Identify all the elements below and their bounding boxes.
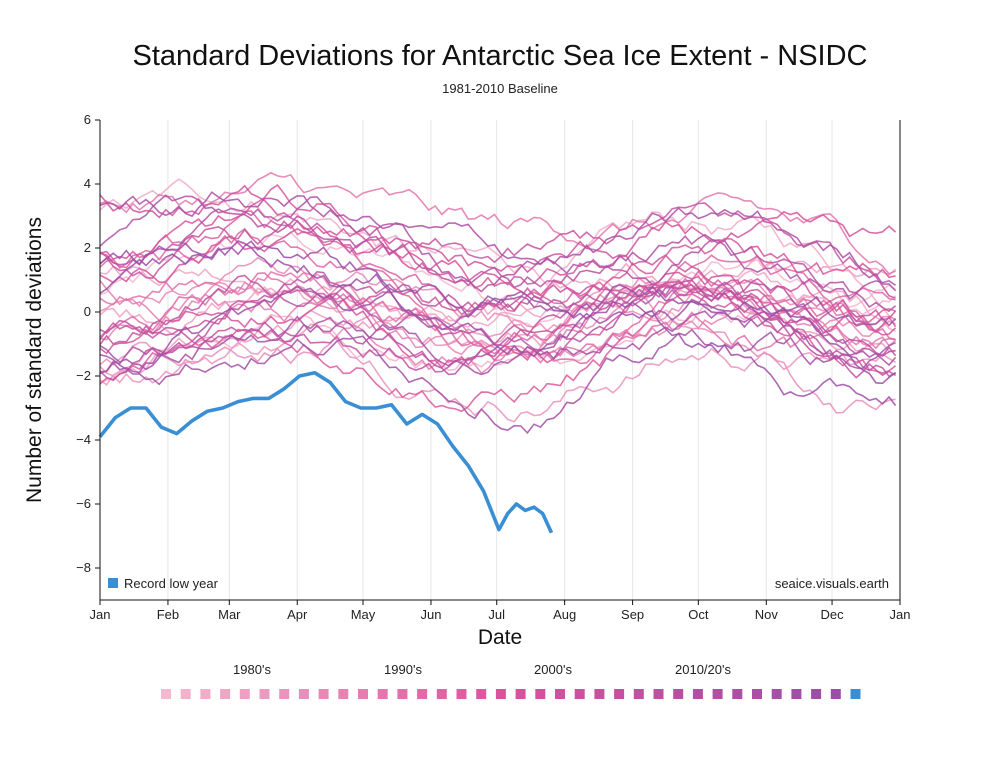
- year-series-line: [99, 239, 897, 406]
- year-series-line: [99, 191, 897, 292]
- year-series-line: [99, 271, 897, 369]
- tick-labels: 6 4 2 0 −2 −4 −6 −8 Jan Feb Mar Apr May Jun Jul Aug Sep O…: [76, 112, 910, 622]
- year-swatch: [574, 689, 585, 699]
- year-swatch: [673, 689, 684, 699]
- year-swatch: [495, 689, 506, 699]
- year-swatch: [358, 689, 368, 699]
- year-swatch: [279, 689, 290, 699]
- year-series-line: [99, 285, 897, 371]
- year-swatch: [850, 689, 861, 699]
- decade-label-2010s: 2010/20's: [675, 662, 731, 677]
- watermark-text: seaice.visuals.earth: [775, 576, 889, 591]
- year-series-line: [99, 210, 896, 326]
- year-series-line: [99, 184, 897, 336]
- year-swatch: [161, 689, 171, 699]
- year-swatch: [338, 689, 349, 699]
- year-series-line: [99, 310, 897, 376]
- year-color-legend: [161, 689, 861, 699]
- year-swatch: [436, 689, 447, 699]
- year-swatch: [692, 689, 703, 699]
- year-swatch: [535, 689, 546, 699]
- year-series-line: [99, 280, 897, 340]
- year-swatch: [712, 689, 723, 699]
- y-axis-label: Number of standard deviations: [23, 217, 46, 503]
- y-tick-label: 2: [84, 240, 91, 255]
- y-tick-label: 6: [84, 112, 91, 127]
- year-series-line: [99, 274, 896, 378]
- y-tick-label: 4: [84, 176, 91, 191]
- yearly-series-lines: [99, 171, 897, 435]
- year-swatch: [200, 689, 211, 699]
- decade-label-1980s: 1980's: [233, 662, 271, 677]
- year-swatch: [318, 689, 329, 699]
- year-swatch: [397, 689, 408, 699]
- chart-subtitle: 1981-2010 Baseline: [442, 81, 558, 96]
- decade-label-1990s: 1990's: [384, 662, 422, 677]
- year-swatch: [594, 689, 605, 699]
- year-series-line: [99, 272, 896, 365]
- x-tick-label: Jan: [890, 607, 911, 622]
- year-series-line: [99, 202, 896, 299]
- year-swatch: [377, 689, 388, 699]
- year-series-line: [99, 178, 897, 321]
- year-swatch: [476, 689, 487, 699]
- x-tick-label: Dec: [820, 607, 844, 622]
- year-series-line: [99, 240, 897, 385]
- record-low-legend-label: Record low year: [124, 576, 219, 591]
- year-swatch: [811, 689, 822, 699]
- year-swatch: [417, 689, 428, 699]
- record-low-legend-swatch: [108, 578, 118, 588]
- decade-labels: 1980's 1990's 2000's 2010/20's: [233, 662, 731, 677]
- y-tick-label: −4: [76, 432, 91, 447]
- x-tick-label: Feb: [157, 607, 179, 622]
- y-tick-label: −2: [76, 368, 91, 383]
- x-axis-label: Date: [478, 626, 522, 649]
- chart-title: Standard Deviations for Antarctic Sea Ic…: [132, 40, 868, 72]
- y-tick-label: −6: [76, 496, 91, 511]
- year-swatch: [732, 689, 743, 699]
- year-swatch: [830, 689, 841, 699]
- year-series-line: [99, 288, 896, 414]
- year-swatch: [633, 689, 644, 699]
- x-tick-label: Oct: [688, 607, 709, 622]
- x-tick-label: May: [351, 607, 376, 622]
- year-swatch: [298, 689, 309, 699]
- decade-label-2000s: 2000's: [534, 662, 572, 677]
- x-tick-label: Mar: [218, 607, 241, 622]
- year-swatch: [220, 689, 231, 699]
- year-swatch: [771, 689, 782, 699]
- x-tick-label: Jun: [420, 607, 441, 622]
- x-tick-label: Jan: [90, 607, 111, 622]
- year-swatch: [752, 689, 762, 699]
- year-swatch: [456, 689, 467, 699]
- x-tick-label: Nov: [755, 607, 779, 622]
- year-series-line: [99, 328, 896, 435]
- year-swatch: [180, 689, 191, 699]
- year-series-line: [99, 194, 897, 301]
- y-tick-label: 0: [84, 304, 91, 319]
- year-series-line: [99, 256, 896, 346]
- year-series-line: [99, 184, 896, 298]
- year-swatch: [653, 689, 664, 699]
- year-series-line: [99, 284, 896, 373]
- year-swatch: [515, 689, 526, 699]
- year-swatch: [555, 689, 565, 699]
- year-series-line: [99, 208, 897, 313]
- x-tick-label: Aug: [553, 607, 576, 622]
- x-tick-label: Jul: [488, 607, 505, 622]
- x-tick-label: Apr: [287, 607, 308, 622]
- year-swatch: [239, 689, 250, 699]
- x-tick-label: Sep: [621, 607, 644, 622]
- record-low-series: [98, 370, 554, 534]
- year-swatch: [791, 689, 802, 699]
- year-swatch: [614, 689, 625, 699]
- record-low-line: [98, 370, 554, 534]
- y-tick-label: −8: [76, 560, 91, 575]
- year-swatch: [259, 689, 270, 699]
